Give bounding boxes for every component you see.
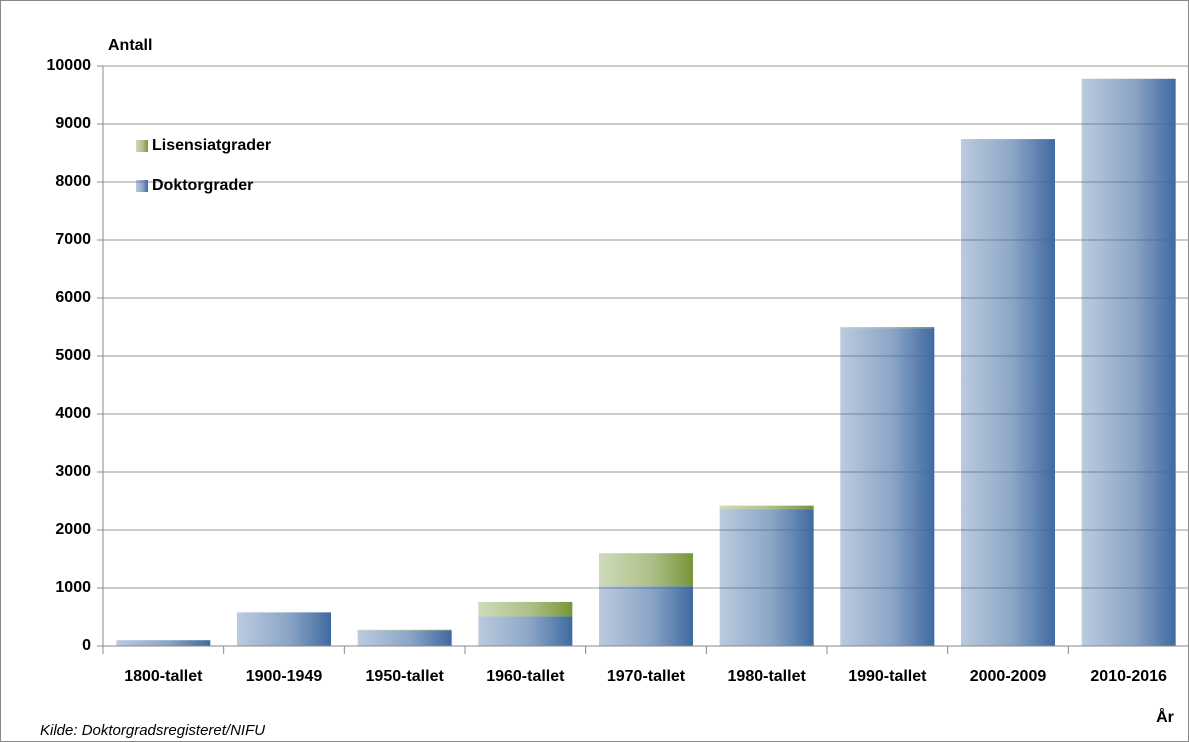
- bar-segment: [1081, 78, 1176, 646]
- bar-segment: [719, 509, 814, 646]
- x-tick-label: 1900-1949: [246, 668, 323, 685]
- x-tick-label: 1950-tallet: [366, 668, 445, 685]
- y-tick-label: 3000: [55, 463, 91, 480]
- x-tick-label: 1960-tallet: [486, 668, 565, 685]
- bar-segment: [961, 139, 1055, 646]
- bar-segment: [599, 553, 693, 587]
- x-tick-label: 2010-2016: [1090, 668, 1167, 685]
- y-tick-label: 10000: [47, 57, 92, 74]
- y-tick-label: 8000: [55, 173, 91, 190]
- y-tick-label: 9000: [55, 115, 91, 132]
- bar-segment: [357, 630, 452, 646]
- x-tick-label: 2000-2009: [970, 668, 1047, 685]
- y-tick-label: 1000: [55, 579, 91, 596]
- y-tick-label: 2000: [55, 521, 91, 538]
- legend-swatch: [136, 140, 148, 152]
- x-tick-label: 1800-tallet: [124, 668, 203, 685]
- legend-label: Doktorgrader: [152, 177, 253, 194]
- y-tick-label: 5000: [55, 347, 91, 364]
- x-tick-label: 1970-tallet: [607, 668, 686, 685]
- bar-segment: [357, 629, 452, 631]
- y-tick-label: 0: [82, 637, 91, 654]
- bar-segment: [840, 328, 935, 646]
- bar-segment: [840, 327, 935, 329]
- bar-segment: [599, 586, 693, 646]
- bar-segment: [237, 612, 331, 646]
- y-tick-label: 7000: [55, 231, 91, 248]
- legend-label: Lisensiatgrader: [152, 137, 271, 154]
- y-tick-label: 6000: [55, 289, 91, 306]
- x-tick-label: 1990-tallet: [848, 668, 927, 685]
- bar-segment: [116, 640, 211, 646]
- bar-segment: [478, 616, 573, 646]
- y-tick-label: 4000: [55, 405, 91, 422]
- y-axis-title: Antall: [108, 37, 152, 54]
- source-note: Kilde: Doktorgradsregisteret/NIFU: [40, 722, 265, 739]
- bar-segment: [719, 505, 814, 510]
- x-tick-label: 1980-tallet: [728, 668, 807, 685]
- legend-swatch: [136, 180, 148, 192]
- bar-segment: [478, 601, 573, 617]
- x-axis-title: År: [1156, 707, 1174, 726]
